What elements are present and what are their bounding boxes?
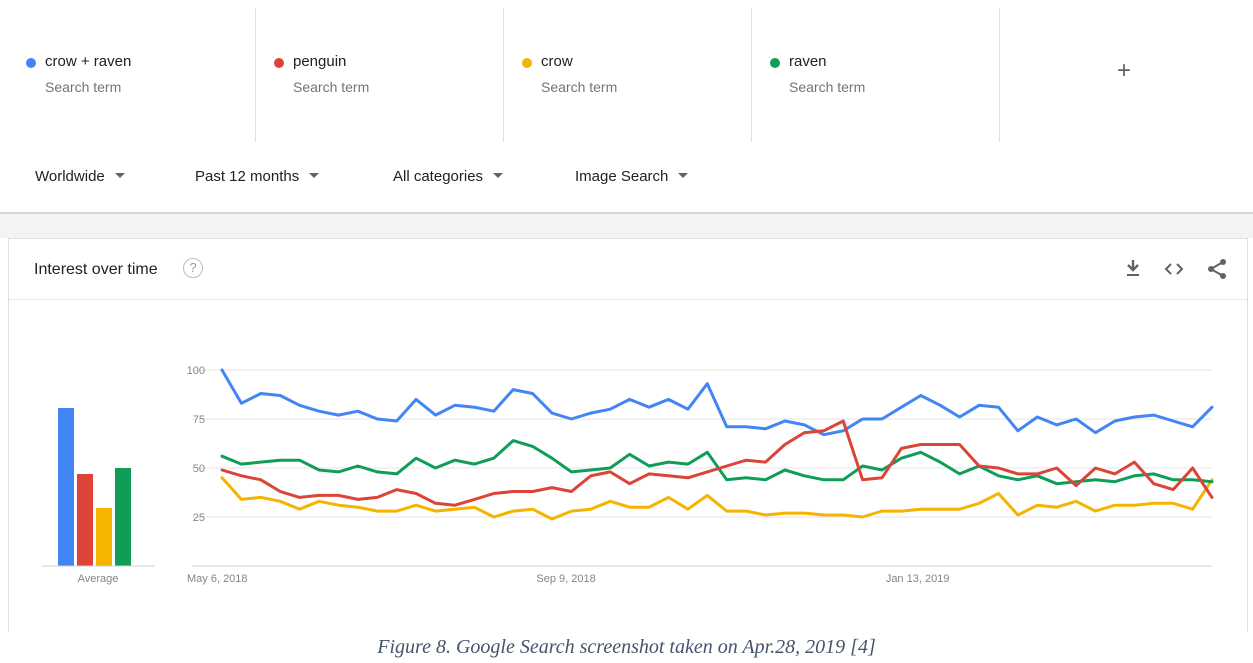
caret-down-icon [309,173,320,178]
download-icon[interactable] [1121,257,1145,281]
interest-over-time-card: Interest over time ? 100 75 50 25 May 6, 201… [8,238,1248,663]
term-name: penguin [293,53,347,70]
interest-chart: 100 75 50 25 May 6, 2018 Sep 9, 2018 Jan 13, 2… [42,365,1214,585]
search-type-dropdown[interactable]: Image Search [575,168,689,185]
card-header: Interest over time ? [9,239,1247,300]
x-tick-label: May 6, 2018 [187,573,248,585]
term-name: crow + raven [45,53,132,70]
series-color-dot [522,58,532,68]
term-type: Search term [45,79,122,95]
category-label: All categories [393,168,484,185]
chart-labels: 100 75 50 25 May 6, 2018 Sep 9, 2018 Jan 13, 2… [78,365,950,585]
series-color-dot [770,58,780,68]
series-line [220,476,1214,521]
help-icon[interactable]: ? [183,258,203,278]
y-tick-label: 50 [193,463,205,475]
term-type: Search term [541,79,618,95]
series-line [220,439,1214,486]
series-color-dot [26,58,36,68]
average-bar [58,408,74,566]
y-tick-label: 100 [187,365,205,377]
average-label: Average [78,573,119,585]
share-icon[interactable] [1205,257,1229,281]
average-bar [96,508,112,566]
series-line [220,368,1214,437]
x-tick-label: Sep 9, 2018 [536,573,595,585]
region-label: Worldwide [35,168,105,185]
term-card-1[interactable]: crow + raven Search term [8,8,256,142]
term-card-3[interactable]: crow Search term [504,8,752,142]
filter-bar: Worldwide Past 12 months All categories … [0,142,1253,214]
period-dropdown[interactable]: Past 12 months [195,168,320,185]
region-dropdown[interactable]: Worldwide [35,168,125,185]
term-card-4[interactable]: raven Search term [752,8,1000,142]
average-bar [77,474,93,566]
term-name: raven [789,53,827,70]
search-type-label: Image Search [575,168,669,185]
series-color-dot [274,58,284,68]
embed-icon[interactable] [1162,257,1186,281]
caret-down-icon [678,173,689,178]
term-card-2[interactable]: penguin Search term [256,8,504,142]
term-type: Search term [789,79,866,95]
term-name: crow [541,53,573,70]
add-term-button[interactable]: + [1000,8,1248,142]
period-label: Past 12 months [195,168,300,185]
chart-grid [192,369,1212,567]
y-tick-label: 25 [193,512,205,524]
average-bar [115,468,131,566]
average-bars [42,408,155,567]
chart-lines [220,368,1214,521]
x-tick-label: Jan 13, 2019 [886,573,950,585]
search-terms-bar: crow + raven Search term penguin Search … [8,8,1248,143]
plus-icon: + [1116,57,1131,84]
category-dropdown[interactable]: All categories [393,168,504,185]
figure-caption: Figure 8. Google Search screenshot taken… [0,632,1253,663]
card-title: Interest over time [34,261,158,278]
caret-down-icon [114,173,125,178]
series-line [220,419,1214,507]
term-type: Search term [293,79,370,95]
y-tick-label: 75 [193,414,205,426]
section-separator [0,214,1253,238]
caret-down-icon [493,173,504,178]
